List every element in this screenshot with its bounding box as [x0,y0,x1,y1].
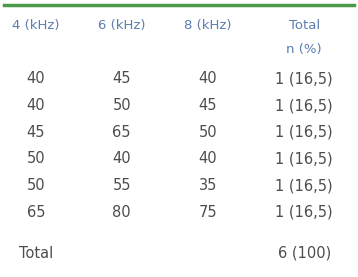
Text: 1 (16,5): 1 (16,5) [276,71,333,86]
Text: 55: 55 [112,178,131,193]
Text: n (%): n (%) [286,43,322,56]
Text: 50: 50 [198,125,217,140]
Text: 45: 45 [198,98,217,113]
Text: 50: 50 [112,98,131,113]
Text: 6 (kHz): 6 (kHz) [98,19,145,32]
Text: 75: 75 [198,205,217,220]
Text: 80: 80 [112,205,131,220]
Text: 40: 40 [198,152,217,166]
Text: 40: 40 [198,71,217,86]
Text: 50: 50 [26,178,45,193]
Text: 65: 65 [112,125,131,140]
Text: 6 (100): 6 (100) [278,246,331,261]
Text: 50: 50 [26,152,45,166]
Text: 40: 40 [26,98,45,113]
Text: 1 (16,5): 1 (16,5) [276,125,333,140]
Text: 1 (16,5): 1 (16,5) [276,205,333,220]
Text: 1 (16,5): 1 (16,5) [276,98,333,113]
Text: 1 (16,5): 1 (16,5) [276,178,333,193]
Text: 45: 45 [26,125,45,140]
Text: 8 (kHz): 8 (kHz) [184,19,231,32]
Text: 40: 40 [112,152,131,166]
Text: Total: Total [19,246,53,261]
Text: 40: 40 [26,71,45,86]
Text: 45: 45 [112,71,131,86]
Text: 65: 65 [26,205,45,220]
Text: 35: 35 [198,178,217,193]
Text: 4 (kHz): 4 (kHz) [12,19,59,32]
Text: Total: Total [289,19,320,32]
Text: 1 (16,5): 1 (16,5) [276,152,333,166]
